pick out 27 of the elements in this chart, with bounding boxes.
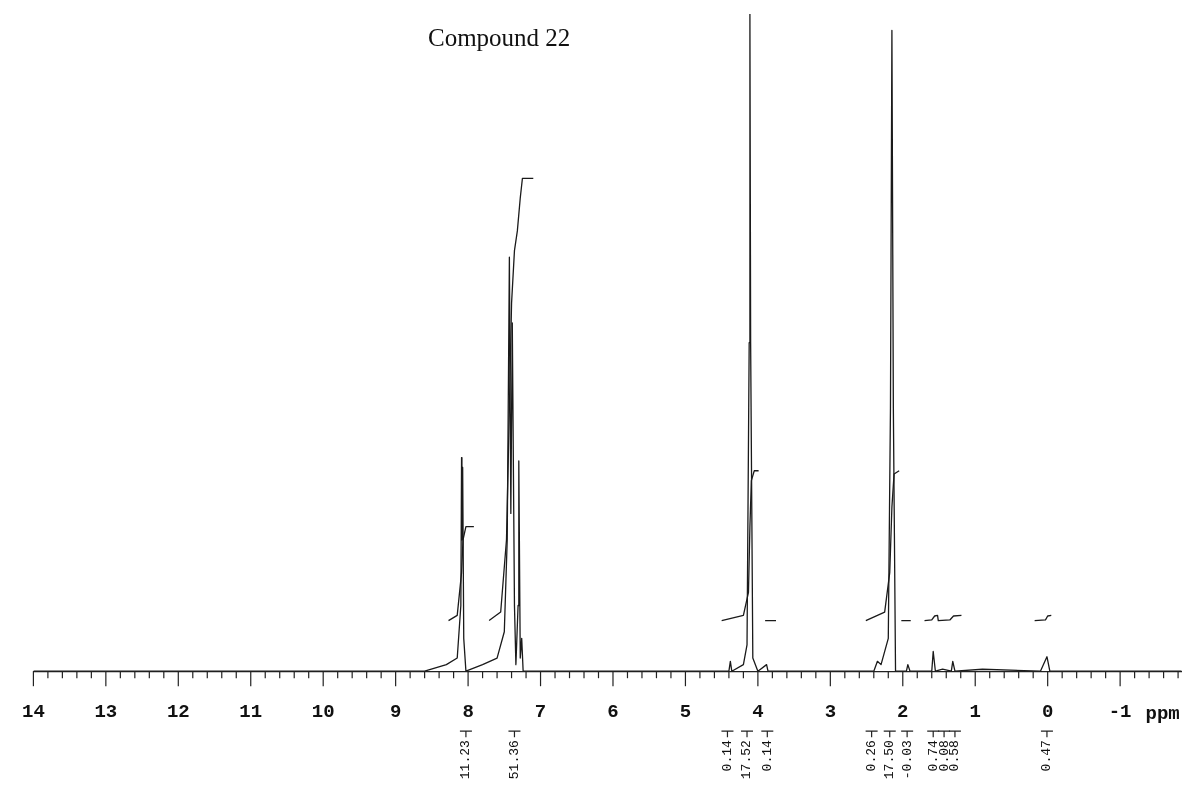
x-tick-label: 5 bbox=[679, 701, 692, 724]
annotation: 11.23 bbox=[458, 740, 474, 780]
x-tick-label: 0 bbox=[1041, 701, 1054, 724]
annotation: 51.36 bbox=[506, 740, 522, 780]
x-tick-label: 11 bbox=[239, 701, 263, 724]
x-tick-label: -1 bbox=[1108, 701, 1132, 724]
annotation: 0.26 bbox=[864, 740, 880, 772]
x-tick-label: 6 bbox=[607, 701, 619, 724]
x-tick-label: 12 bbox=[166, 701, 190, 724]
x-tick-label: 9 bbox=[389, 701, 402, 724]
annotation: 0.14 bbox=[759, 740, 775, 772]
x-tick-label: 8 bbox=[462, 701, 474, 724]
annotation: -0.03 bbox=[899, 740, 915, 780]
x-tick-label: 1 bbox=[969, 701, 981, 724]
x-tick-label: 14 bbox=[22, 701, 45, 724]
annotation: 17.50 bbox=[882, 740, 898, 780]
x-tick-label: 2 bbox=[897, 701, 909, 724]
annotation: 0.14 bbox=[719, 740, 735, 772]
x-tick-label: 3 bbox=[824, 701, 837, 724]
x-tick-label: 10 bbox=[311, 701, 335, 724]
chart-title: Compound 22 bbox=[428, 24, 571, 52]
x-axis-title: ppm bbox=[1145, 702, 1180, 725]
x-tick-label: 4 bbox=[752, 701, 764, 724]
annotation: 17.52 bbox=[739, 740, 755, 780]
x-tick-label: 13 bbox=[94, 701, 118, 724]
x-tick-label: 7 bbox=[534, 701, 547, 724]
annotation: 0.47 bbox=[1039, 740, 1055, 772]
